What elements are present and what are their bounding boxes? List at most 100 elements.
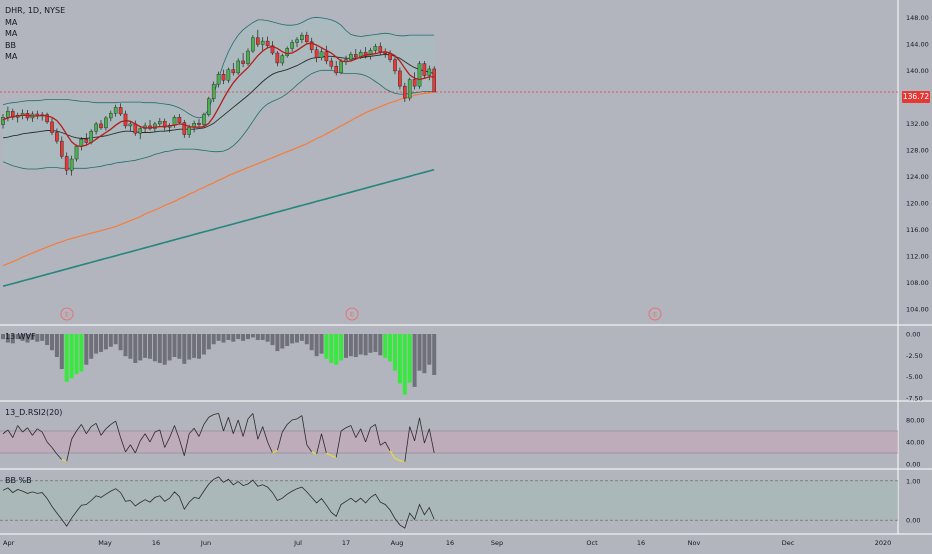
earnings-marker: E: [345, 307, 359, 321]
rsi-segment: [169, 425, 175, 438]
wvf-tick-label: -2.50: [906, 352, 923, 360]
candle-body: [241, 60, 245, 64]
wvf-bar: [64, 334, 69, 382]
rsi-segment: [149, 431, 156, 443]
candle: [246, 48, 250, 66]
rsi-segment: [183, 433, 190, 456]
candle: [99, 119, 103, 130]
candle: [108, 110, 113, 122]
candle: [324, 45, 329, 65]
rsi-segment: [262, 426, 268, 443]
candle-body: [427, 68, 432, 76]
candle-body: [89, 130, 93, 143]
rsi-segment: [56, 453, 63, 460]
rsi-tick-label: 0.00: [906, 461, 920, 469]
wvf-bar: [148, 334, 152, 359]
rsi-segment: [2, 429, 9, 435]
rsi-segment: [232, 419, 239, 434]
rsi-segment: [85, 426, 92, 434]
bbpct-pane-label[interactable]: BB %B: [5, 476, 32, 485]
wvf-bar: [143, 334, 148, 358]
candle: [197, 119, 201, 128]
rsi-segment: [389, 450, 396, 459]
bbpct-band-fill: [0, 480, 898, 521]
wvf-bar: [5, 334, 10, 343]
candle-body: [113, 107, 118, 114]
wvf-bar: [393, 334, 397, 371]
wvf-bar: [427, 334, 432, 365]
wvf-bar: [358, 334, 363, 355]
candle: [393, 57, 397, 75]
rsi-segment: [340, 427, 347, 432]
legend-ma-1[interactable]: MA: [5, 17, 18, 27]
candle: [182, 119, 187, 138]
candle-body: [6, 111, 10, 118]
price-tick-label: 144.00: [906, 40, 929, 48]
time-tick-label: 16: [152, 539, 160, 547]
rsi-segment: [365, 427, 371, 443]
rsi-segment: [370, 424, 376, 429]
candle-body: [206, 98, 211, 115]
legend-bb[interactable]: BB: [5, 40, 16, 50]
wvf-bar: [226, 334, 231, 340]
price-tick-label: 112.00: [906, 252, 929, 260]
wvf-bar: [162, 334, 167, 365]
wvf-bar: [206, 334, 211, 350]
candle: [265, 36, 270, 48]
candle-body: [50, 121, 54, 133]
candle-body: [334, 66, 339, 74]
candle-body: [153, 123, 157, 129]
wvf-tick-label: 0.00: [906, 331, 920, 339]
time-tick-label: Jul: [293, 539, 302, 547]
candle: [354, 49, 358, 60]
rsi-segment: [409, 426, 415, 442]
rsi-segment: [71, 430, 77, 440]
wvf-bar: [324, 334, 329, 359]
rsi-pane-label[interactable]: 13_D.RSI2(20): [5, 408, 63, 417]
candle-body: [202, 114, 206, 125]
wvf-bar: [15, 334, 20, 340]
rsi-segment: [272, 449, 278, 454]
rsi-segment: [12, 425, 19, 438]
rsi-segment: [281, 424, 288, 433]
wvf-bar: [187, 334, 192, 360]
legend-symbol[interactable]: DHR, 1D, NYSE: [5, 6, 66, 15]
rsi-segment: [51, 447, 58, 455]
wvf-pane-label[interactable]: 13 WVF: [5, 332, 36, 341]
rsi-segment: [46, 441, 53, 448]
wvf-bar: [69, 334, 74, 379]
candle-body: [368, 50, 373, 57]
rsi-segment: [301, 415, 308, 445]
wvf-bar: [383, 334, 388, 358]
legend-ma-2[interactable]: MA: [5, 29, 18, 38]
wvf-bar: [260, 334, 265, 340]
wvf-bar: [432, 334, 437, 375]
price-tick-label: 148.00: [906, 14, 929, 22]
wvf-tick-label: -7.50: [906, 395, 923, 403]
wvf-bar: [157, 334, 162, 364]
rsi-segment: [139, 433, 146, 442]
candle: [84, 133, 89, 146]
rsi-segment: [355, 428, 362, 438]
candle-body: [407, 79, 412, 99]
candle-body: [378, 46, 383, 52]
rsi-segment: [179, 439, 185, 456]
wvf-bar: [368, 334, 373, 353]
candle: [349, 51, 353, 62]
candle: [407, 77, 412, 101]
legend-ma-3[interactable]: MA: [5, 52, 18, 61]
candle-body: [412, 79, 417, 87]
wvf-bar: [231, 334, 236, 342]
wvf-bar: [290, 334, 295, 344]
time-tick-label: 17: [342, 539, 350, 547]
candle-body: [354, 54, 358, 58]
candle-body: [45, 114, 49, 123]
candle-body: [221, 74, 226, 81]
candle: [221, 69, 226, 85]
wvf-bar: [378, 334, 383, 356]
ma-mid-line: [2, 53, 435, 139]
wvf-bar: [339, 334, 344, 361]
wvf-bar: [138, 334, 143, 361]
